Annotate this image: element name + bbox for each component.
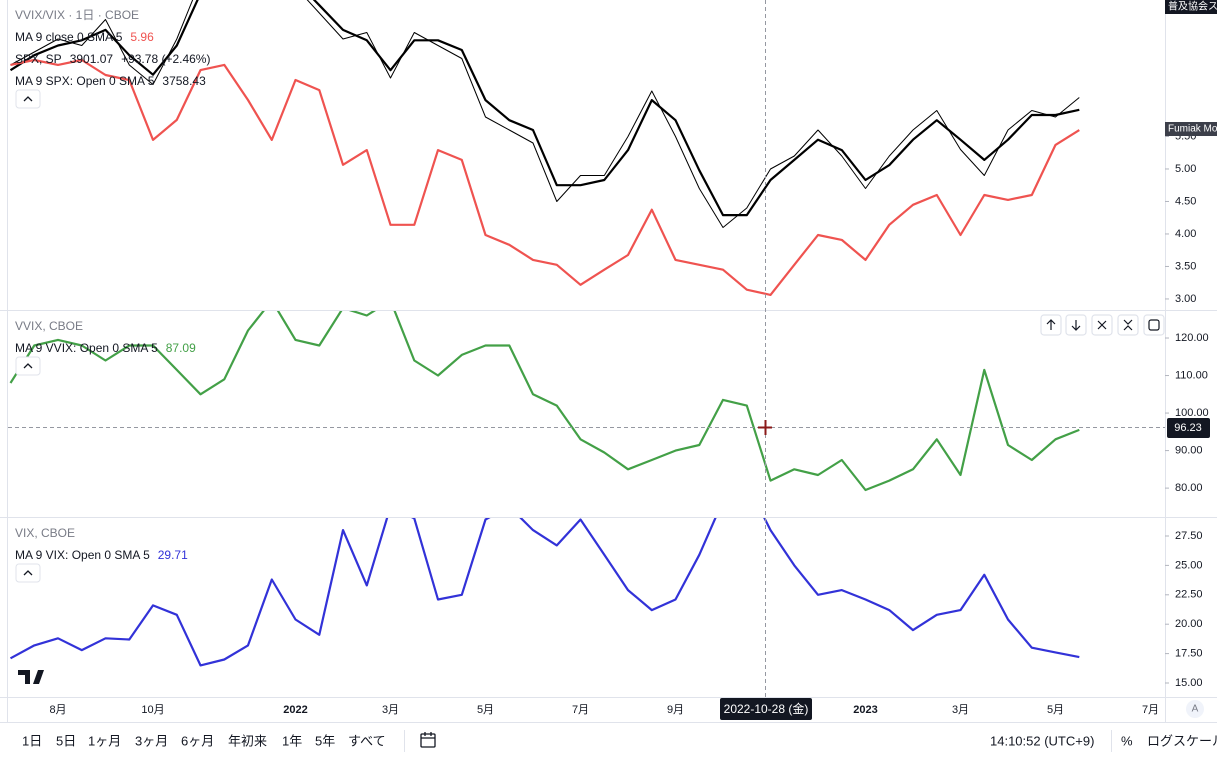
legend-value: 29.71 xyxy=(158,548,188,562)
collapse-legend-button[interactable] xyxy=(15,563,41,583)
auto-scale-label: A xyxy=(1192,704,1199,715)
clock: 14:10:52 (UTC+9) xyxy=(990,733,1094,748)
y-tick-label: 4.50 xyxy=(1175,195,1196,207)
legend-series: MA 9 SPX: Open 0 SMA 5 xyxy=(15,74,155,88)
legend-value: 3758.43 xyxy=(162,74,206,88)
x-tick-label: 3月 xyxy=(382,704,399,716)
y-tick-label: 5.00 xyxy=(1175,163,1196,175)
series-line xyxy=(9,0,1080,217)
x-tick-label: 10月 xyxy=(141,704,164,716)
series-line xyxy=(10,0,1080,228)
tradingview-logo xyxy=(18,670,44,684)
percent-toggle[interactable]: % xyxy=(1121,733,1133,748)
legend-symbol: VIX, CBOE xyxy=(15,526,75,540)
y-tick-label: 3.00 xyxy=(1175,293,1196,305)
tag-box xyxy=(1165,122,1217,136)
range-button[interactable]: 1日 xyxy=(22,733,42,748)
auto-scale-button[interactable] xyxy=(1186,700,1204,718)
range-button[interactable]: 1年 xyxy=(282,733,302,748)
y-tick-label: 100.00 xyxy=(1175,407,1209,419)
y-tick-label: 22.50 xyxy=(1175,589,1203,601)
range-button[interactable]: 3ヶ月 xyxy=(135,733,168,748)
move-down-button[interactable] xyxy=(1065,314,1087,336)
icon xyxy=(1046,319,1056,330)
icon xyxy=(1148,319,1160,331)
legend-symbol: VVIX, CBOE xyxy=(15,319,83,333)
y-tick-label: 25.00 xyxy=(1175,559,1203,571)
x-tick-label: 7月 xyxy=(572,704,589,716)
series-line xyxy=(9,518,1080,667)
y-tick-label: 110.00 xyxy=(1175,369,1208,381)
y-tick-label: 17.50 xyxy=(1175,648,1203,660)
y-tick-label: 4.00 xyxy=(1175,228,1196,240)
legend-value: 87.09 xyxy=(166,341,196,355)
icon xyxy=(23,363,33,369)
range-button[interactable]: 5日 xyxy=(56,733,76,748)
crosshair-cursor xyxy=(758,420,772,435)
y-tick-label: 27.50 xyxy=(1175,530,1203,542)
range-button[interactable]: すべて xyxy=(348,733,386,748)
legend-price: 3901.07 xyxy=(70,52,114,66)
x-tick-label: 5月 xyxy=(1047,704,1064,716)
y-tick-label: 120.00 xyxy=(1175,332,1209,344)
tag-box xyxy=(1165,0,1217,14)
legend-series: MA 9 VIX: Open 0 SMA 5 xyxy=(15,548,150,562)
legend-series: MA 9 VVIX: Open 0 SMA 5 xyxy=(15,341,158,355)
series-line xyxy=(10,58,1080,296)
legend-overlay: SPX, SP xyxy=(15,52,62,66)
maximize-pane-button[interactable] xyxy=(1143,314,1165,336)
pane xyxy=(9,311,1080,492)
y-tick-label: 3.50 xyxy=(1175,260,1196,272)
crosshair-date: 2022-10-28 (金) xyxy=(724,701,809,716)
move-up-button[interactable] xyxy=(1040,314,1062,336)
x-tick-label: 2023 xyxy=(853,704,877,716)
x-tick-label: 5月 xyxy=(477,704,494,716)
icon xyxy=(23,96,33,102)
range-button[interactable]: 6ヶ月 xyxy=(181,733,214,748)
collapse-pane-button[interactable] xyxy=(1117,314,1139,336)
range-button[interactable]: 1ヶ月 xyxy=(88,733,121,748)
log-scale-toggle[interactable]: ログスケール xyxy=(1147,733,1217,748)
icon xyxy=(1123,319,1133,331)
legend-value: 5.96 xyxy=(130,30,154,44)
pane xyxy=(9,0,1080,296)
pane-buttons xyxy=(1040,314,1165,336)
series-line xyxy=(9,311,1080,492)
y-tick-label: 90.00 xyxy=(1175,444,1203,456)
icon xyxy=(23,570,33,576)
x-tick-label: 9月 xyxy=(667,704,684,716)
pane xyxy=(9,518,1080,667)
range-button[interactable]: 年初来 xyxy=(228,733,267,748)
tag: Fumiak Morip xyxy=(1168,124,1217,135)
collapse-legend-button[interactable] xyxy=(15,356,41,376)
x-tick-label: 7月 xyxy=(1142,704,1159,716)
date-range-icon[interactable] xyxy=(420,732,436,748)
icon xyxy=(421,732,435,739)
range-button[interactable]: 5年 xyxy=(315,733,335,748)
icon xyxy=(1097,320,1107,330)
x-tick-label: 3月 xyxy=(952,704,969,716)
y-tick-label: 15.00 xyxy=(1175,677,1203,689)
tag: 普及協会ス xyxy=(1168,0,1217,13)
collapse-legend-button[interactable] xyxy=(15,89,41,109)
icon xyxy=(420,733,436,748)
legend-series: MA 9 close 0 SMA 5 xyxy=(15,30,123,44)
legend-symbol: VVIX/VIX · 1日 · CBOE xyxy=(15,8,139,22)
close-pane-button[interactable] xyxy=(1091,314,1113,336)
y-tick-label: 80.00 xyxy=(1175,482,1203,494)
legend-change: +93.78 (+2.46%) xyxy=(121,52,210,66)
icon xyxy=(1071,320,1081,331)
crosshair-value-box xyxy=(1167,418,1210,438)
x-tick-label: 8月 xyxy=(49,704,66,716)
x-tick-label: 2022 xyxy=(283,704,307,716)
y-tick-label: 20.00 xyxy=(1175,618,1203,630)
crosshair-value: 96.23 xyxy=(1174,422,1202,434)
crosshair-date-box xyxy=(720,698,812,720)
